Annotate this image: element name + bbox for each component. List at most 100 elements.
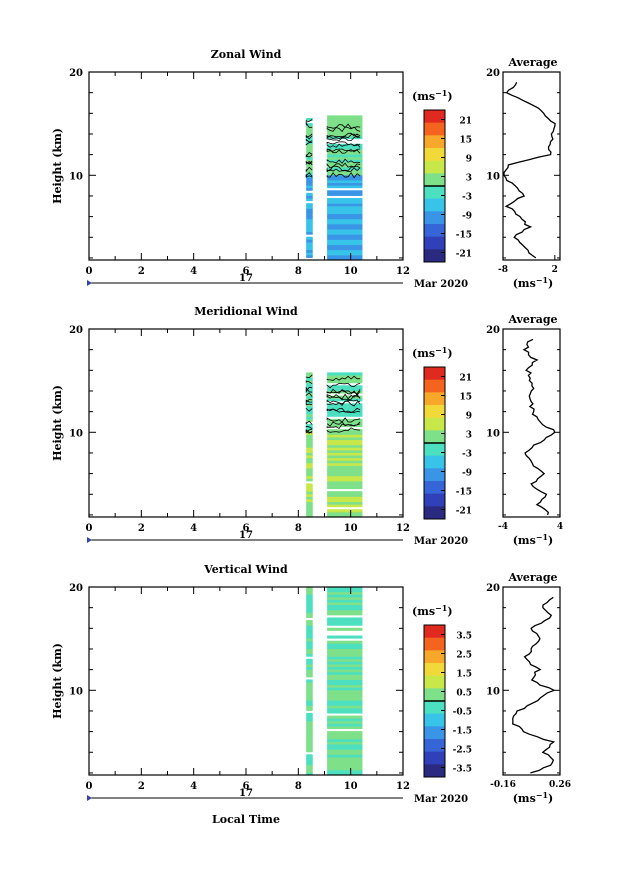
y-axis-label: Height (km): [51, 128, 64, 204]
heatmap-cell: [327, 405, 363, 410]
heatmap-cell: [327, 136, 363, 140]
heatmap-cell: [327, 676, 363, 680]
contour-line: [326, 165, 361, 172]
heatmap-cell: [306, 426, 313, 430]
heatmap-cell: [306, 612, 313, 616]
colorbar-tick-label: 21: [459, 374, 472, 384]
heatmap-cell: [306, 221, 313, 225]
heatmap-cell: [327, 612, 363, 616]
colorbar-tick-label: -9: [462, 469, 472, 479]
heatmap-cell: [306, 648, 313, 652]
heatmap-cell: [327, 431, 363, 435]
heatmap-cell: [306, 123, 313, 127]
contour-line: [326, 133, 361, 140]
x-axis-label: Local Time: [212, 813, 280, 826]
contour-line: [326, 158, 361, 164]
heatmap-cell: [327, 234, 363, 238]
heatmap-cell: [327, 731, 363, 735]
heatmap-cell: [327, 208, 363, 212]
heatmap-cell: [306, 728, 313, 732]
average-x-tick-label: -8: [498, 265, 508, 275]
heatmap-cell: [327, 682, 363, 686]
heatmap-cell: [327, 385, 363, 389]
contour-line: [326, 427, 361, 433]
heatmap-cell: [306, 470, 313, 474]
average-y-tick-label: 10: [486, 686, 500, 697]
heatmap-cell: [306, 455, 313, 459]
heatmap-cell: [306, 586, 313, 590]
colorbar-segment: [424, 249, 445, 263]
heatmap-cell: [327, 643, 363, 647]
colorbar-tick-label: -3.5: [453, 765, 472, 775]
heatmap-cell: [327, 159, 363, 163]
colorbar-segment: [424, 650, 445, 664]
heatmap-cell: [306, 439, 313, 443]
colorbar-tick-label: 3: [466, 431, 472, 441]
heatmap-cell: [327, 627, 363, 631]
heatmap-cell: [306, 764, 313, 768]
heatmap-cell: [327, 663, 363, 668]
heatmap-cell: [306, 509, 313, 513]
heatmap-cell: [327, 759, 363, 763]
colorbar-tick-label: -21: [456, 250, 472, 260]
heatmap-cell: [306, 156, 313, 160]
colorbar-segment: [424, 211, 445, 225]
heatmap-cell: [327, 210, 363, 215]
heatmap-cell: [306, 205, 313, 209]
contour-line: [305, 425, 313, 430]
heatmap-cell: [306, 182, 313, 186]
heatmap-cell: [327, 172, 363, 176]
heatmap-cell: [306, 713, 313, 717]
colorbar-segment: [424, 417, 445, 431]
date-day: 17: [239, 273, 253, 284]
heatmap-cell: [306, 622, 313, 626]
heatmap-cell: [327, 179, 363, 184]
heatmap-cell: [306, 172, 313, 176]
heatmap-cell: [306, 436, 313, 441]
heatmap-cell: [306, 682, 313, 686]
heatmap-cell: [306, 198, 313, 202]
heatmap-cell: [327, 504, 363, 508]
heatmap-cell: [327, 736, 363, 740]
contour-line: [326, 132, 361, 139]
heatmap-cell: [306, 669, 313, 673]
heatmap-cell: [327, 591, 363, 595]
colorbar-tick-label: -2.5: [453, 746, 472, 756]
date-marker: [87, 280, 92, 286]
y-tick-label: 20: [69, 325, 83, 336]
colorbar-segment: [424, 506, 445, 520]
heatmap-cell: [327, 249, 363, 253]
heatmap-cell: [327, 380, 363, 384]
heatmap-cell: [327, 130, 363, 134]
heatmap-cell: [306, 707, 313, 711]
heatmap-cell: [327, 772, 363, 776]
heatmap-cell: [306, 210, 313, 215]
heatmap-cell: [327, 648, 363, 652]
heatmap-cell: [327, 658, 363, 662]
date-marker: [87, 795, 92, 801]
colorbar-segment: [424, 751, 445, 765]
contour-line: [305, 133, 313, 138]
heatmap-cell: [306, 627, 313, 631]
y-tick-label: 10: [69, 428, 83, 439]
heatmap-cell: [306, 478, 313, 482]
heatmap-cell: [306, 457, 313, 461]
y-axis-label: Height (km): [51, 385, 64, 461]
heatmap-cell: [327, 226, 363, 230]
heatmap-cell: [327, 767, 363, 771]
average-y-tick-label: 10: [486, 171, 500, 182]
heatmap-cell: [327, 700, 363, 704]
x-tick-label: 10: [344, 781, 358, 792]
heatmap-cells: [305, 115, 363, 261]
heatmap-cell: [306, 687, 313, 691]
heatmap-cell: [306, 187, 313, 191]
heatmap-cell: [306, 725, 313, 730]
heatmap-cell: [306, 609, 313, 613]
heatmap-cell: [306, 169, 313, 173]
heatmap-cell: [327, 738, 363, 742]
contour-line: [326, 407, 361, 414]
heatmap-cell: [306, 630, 313, 634]
heatmap-cell: [306, 640, 313, 644]
heatmap-cell: [327, 640, 363, 644]
average-unit: (ms−1): [513, 790, 554, 805]
